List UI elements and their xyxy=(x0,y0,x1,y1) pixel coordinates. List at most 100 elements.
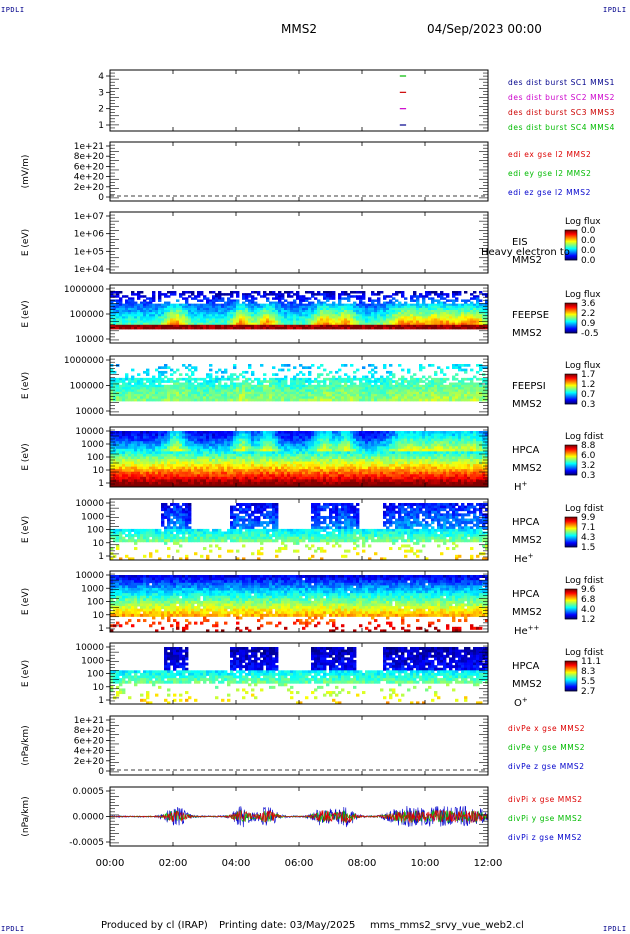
heatmap-cell xyxy=(152,446,156,450)
heatmap-cell xyxy=(386,394,390,397)
heatmap-cell xyxy=(125,396,129,400)
heatmap-cell xyxy=(245,446,249,450)
heatmap-cell xyxy=(176,368,180,372)
heatmap-cell xyxy=(350,303,354,307)
heatmap-cell xyxy=(326,303,330,307)
heatmap-cell xyxy=(431,324,435,328)
heatmap-cell xyxy=(161,456,165,460)
heatmap-cell xyxy=(368,370,372,374)
heatmap-cell xyxy=(278,396,282,400)
heatmap-cell xyxy=(446,312,450,315)
heatmap-cell xyxy=(335,380,339,383)
heatmap-cell xyxy=(326,391,330,395)
heatmap-cell xyxy=(221,461,225,465)
heatmap-cell xyxy=(473,297,477,300)
heatmap-cell xyxy=(299,396,303,400)
heatmap-cell xyxy=(110,459,114,462)
heatmap-cell xyxy=(380,314,384,317)
heatmap-cell xyxy=(362,391,366,395)
heatmap-cell xyxy=(182,382,186,386)
heatmap-cell xyxy=(440,307,444,311)
heatmap-cell xyxy=(260,461,264,465)
heatmap-cell xyxy=(125,314,129,317)
heatmap-cell xyxy=(197,453,201,457)
heatmap-cell xyxy=(191,366,195,370)
heatmap-cell xyxy=(449,322,453,326)
heatmap-cell xyxy=(404,384,408,388)
heatmap-cell xyxy=(272,471,276,475)
heatmap-cell xyxy=(410,297,414,300)
heatmap-cell xyxy=(302,295,306,298)
heatmap-cell xyxy=(215,370,219,374)
heatmap-cell xyxy=(218,391,222,395)
heatmap-cell xyxy=(338,312,342,315)
heatmap-cell xyxy=(392,380,396,383)
heatmap-cell xyxy=(233,391,237,395)
heatmap-cell xyxy=(167,469,171,473)
heatmap-cell xyxy=(119,453,123,457)
heatmap-cell xyxy=(224,453,228,457)
heatmap-cell xyxy=(125,433,129,437)
heatmap-cell xyxy=(242,464,246,468)
datetime-title: 04/Sep/2023 00:00 xyxy=(427,22,542,36)
heatmap-cell xyxy=(191,293,195,296)
heatmap-cell xyxy=(197,446,201,450)
panel-ticks-1 xyxy=(109,142,489,201)
heatmap-cell xyxy=(284,377,288,381)
heatmap-cell xyxy=(266,443,270,447)
heatmap-cell xyxy=(224,310,228,313)
heatmap-cell xyxy=(440,394,444,397)
heatmap-cell xyxy=(320,398,324,402)
heatmap-cell xyxy=(179,295,183,298)
heatmap-cell xyxy=(443,314,447,317)
heatmap-cell xyxy=(146,448,150,452)
heatmap-cell xyxy=(218,451,222,455)
heatmap-cell xyxy=(218,293,222,296)
heatmap-cell xyxy=(218,312,222,315)
heatmap-cell xyxy=(131,398,135,402)
heatmap-cell xyxy=(161,324,165,328)
heatmap-cell xyxy=(128,459,132,462)
heatmap-cell xyxy=(197,318,201,321)
heatmap-cell xyxy=(278,391,282,395)
heatmap-cell xyxy=(116,377,120,381)
heatmap-cell xyxy=(464,389,468,393)
heatmap-cell xyxy=(140,469,144,473)
heatmap-cell xyxy=(116,448,120,452)
heatmap-cell xyxy=(284,441,288,445)
heatmap-cell xyxy=(209,479,213,483)
heatmap-cell xyxy=(233,451,237,455)
heatmap-cell xyxy=(221,433,225,437)
heatmap-cell xyxy=(341,322,345,326)
heatmap-cell xyxy=(113,384,117,388)
heatmap-cell xyxy=(206,380,210,383)
heatmap-cell xyxy=(386,318,390,321)
heatmap-cell xyxy=(119,322,123,326)
heatmap-cell xyxy=(263,316,267,319)
heatmap-cell xyxy=(251,389,255,393)
heatmap-cell xyxy=(386,320,390,324)
heatmap-cell xyxy=(203,382,207,386)
heatmap-cell xyxy=(188,375,192,379)
heatmap-cell xyxy=(206,322,210,326)
heatmap-cell xyxy=(278,318,282,321)
colorbar-tick-2: 0.0 xyxy=(581,246,596,256)
heatmap-cell xyxy=(188,320,192,324)
heatmap-cell xyxy=(302,398,306,402)
heatmap-cell xyxy=(284,389,288,393)
heatmap-cell xyxy=(167,476,171,480)
heatmap-cell xyxy=(131,433,135,437)
heatmap-cell xyxy=(362,312,366,315)
colorbar-tick-4: 0.3 xyxy=(581,400,595,410)
heatmap-cell xyxy=(134,474,138,478)
heatmap-cell xyxy=(314,310,318,313)
heatmap-cell xyxy=(266,324,270,328)
heatmap-cell xyxy=(434,373,438,376)
heatmap-cell xyxy=(230,293,234,296)
heatmap-cell xyxy=(137,431,141,434)
heatmap-cell xyxy=(290,387,294,390)
heatmap-cell xyxy=(230,466,234,470)
heatmap-cell xyxy=(473,318,477,321)
heatmap-cell xyxy=(431,297,435,300)
heatmap-cell xyxy=(164,295,168,298)
